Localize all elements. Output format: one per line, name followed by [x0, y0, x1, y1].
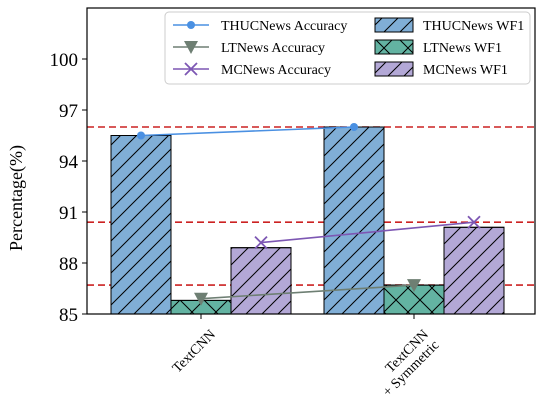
legend-swatch-hatch — [374, 39, 414, 55]
y-tick-label: 100 — [50, 50, 79, 71]
legend-swatch-hatch — [374, 17, 414, 33]
bar-thucnews-wf1-hatch — [323, 126, 385, 315]
legend: THUCNews Accuracy LTNews Accuracy MCNews A… — [164, 11, 531, 85]
x-tick-label: TextCNN+ Symmetric — [380, 327, 442, 400]
y-tick-label: 97 — [59, 101, 78, 122]
legend-swatch-hatch — [374, 61, 414, 77]
legend-label: THUCNews Accuracy — [221, 19, 347, 34]
bars — [110, 126, 505, 315]
line-mcnews-accuracy — [260, 221, 475, 244]
y-tick-label: 88 — [59, 254, 78, 275]
legend-marker-thucnews-accuracy — [187, 21, 195, 29]
y-tick-label: 91 — [59, 203, 78, 224]
legend-marker-ltnews-accuracy — [184, 41, 198, 54]
line-thucnews-accuracy — [140, 126, 355, 137]
bar-thucnews-wf1-hatch — [110, 135, 172, 315]
point-thucnews-accuracy — [137, 131, 145, 140]
point-ltnews-accuracy — [194, 292, 208, 306]
line-ltnews-accuracy — [200, 284, 415, 300]
bar-mcnews-wf1-hatch — [443, 226, 505, 315]
point-ltnews-accuracy — [407, 279, 421, 293]
x-tick-label: TextCNN — [170, 327, 219, 376]
legend-label: MCNews Accuracy — [221, 63, 331, 78]
accuracy-lines — [137, 123, 481, 306]
legend-label: LTNews WF1 — [423, 41, 502, 56]
legend-marker-mcnews-accuracy — [184, 62, 198, 76]
y-tick-label: 94 — [59, 152, 79, 173]
x-tick-label-line: TextCNN — [170, 327, 219, 376]
legend-label: THUCNews WF1 — [423, 19, 524, 34]
legend-box — [164, 11, 531, 85]
reference-lines — [87, 126, 535, 286]
legend-label: MCNews WF1 — [423, 63, 508, 78]
point-thucnews-accuracy — [350, 123, 358, 131]
y-axis-label: Percentage(%) — [6, 145, 27, 251]
point-mcnews-accuracy — [467, 215, 481, 229]
y-tick-label: 85 — [59, 305, 78, 326]
point-mcnews-accuracy — [254, 235, 268, 250]
bar-mcnews-wf1-hatch — [230, 247, 292, 315]
legend-label: LTNews Accuracy — [221, 41, 325, 56]
